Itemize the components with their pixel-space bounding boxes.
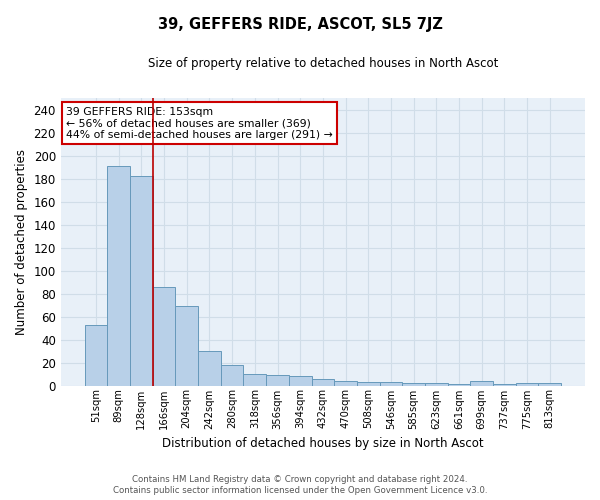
Bar xyxy=(516,383,538,386)
Bar xyxy=(266,375,289,386)
X-axis label: Distribution of detached houses by size in North Ascot: Distribution of detached houses by size … xyxy=(162,437,484,450)
Bar xyxy=(425,383,448,386)
Y-axis label: Number of detached properties: Number of detached properties xyxy=(15,149,28,335)
Text: 39 GEFFERS RIDE: 153sqm
← 56% of detached houses are smaller (369)
44% of semi-d: 39 GEFFERS RIDE: 153sqm ← 56% of detache… xyxy=(66,106,333,140)
Bar xyxy=(175,306,198,386)
Bar xyxy=(244,374,266,386)
Title: Size of property relative to detached houses in North Ascot: Size of property relative to detached ho… xyxy=(148,58,498,70)
Text: Contains HM Land Registry data © Crown copyright and database right 2024.: Contains HM Land Registry data © Crown c… xyxy=(132,475,468,484)
Bar xyxy=(357,382,380,386)
Bar xyxy=(221,365,244,386)
Bar xyxy=(403,383,425,386)
Bar xyxy=(493,384,516,386)
Bar xyxy=(85,324,107,386)
Bar xyxy=(289,376,311,386)
Bar xyxy=(152,286,175,386)
Bar xyxy=(380,382,403,386)
Bar xyxy=(107,166,130,386)
Bar xyxy=(470,381,493,386)
Bar xyxy=(538,383,561,386)
Bar xyxy=(334,381,357,386)
Text: Contains public sector information licensed under the Open Government Licence v3: Contains public sector information licen… xyxy=(113,486,487,495)
Bar xyxy=(448,384,470,386)
Bar xyxy=(198,351,221,386)
Text: 39, GEFFERS RIDE, ASCOT, SL5 7JZ: 39, GEFFERS RIDE, ASCOT, SL5 7JZ xyxy=(158,18,442,32)
Bar xyxy=(311,378,334,386)
Bar xyxy=(130,176,152,386)
